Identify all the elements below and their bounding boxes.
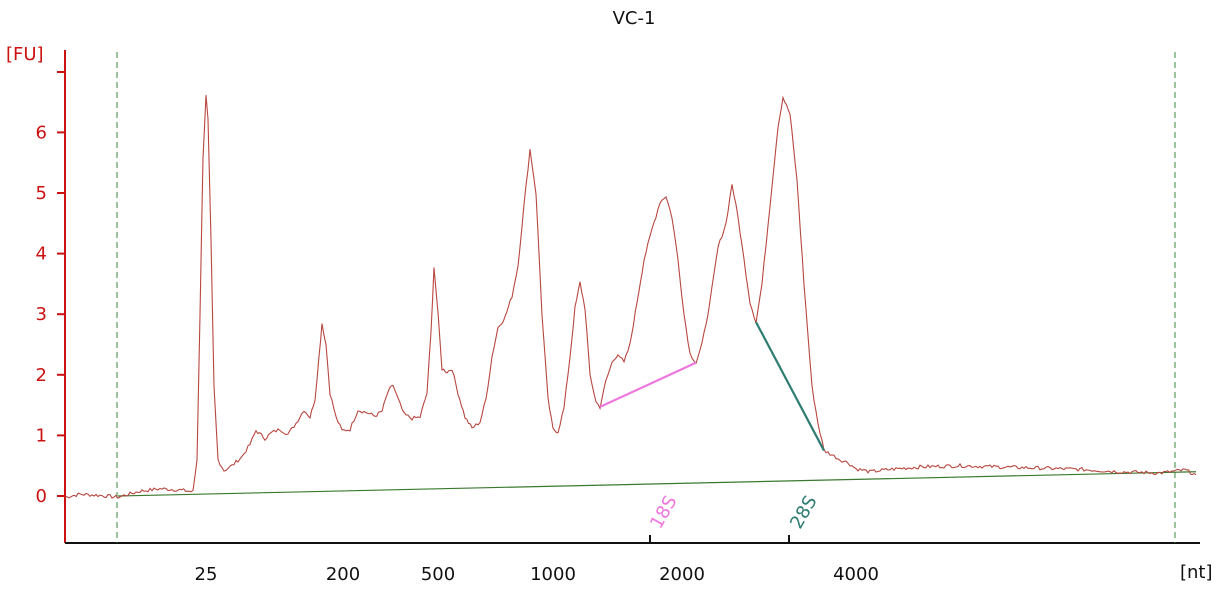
marker-label-18s: 18S — [646, 492, 681, 532]
y-axis-ticks: 0 1 2 3 4 5 6 — [36, 71, 65, 507]
y-tick-label: 5 — [36, 183, 47, 204]
signal-trace — [64, 95, 1197, 500]
x-tick-label: 500 — [421, 564, 455, 585]
x-tick-label: 25 — [195, 564, 218, 585]
x-axis-ticks: 25 200 500 1000 2000 4000 — [195, 535, 879, 585]
x-tick-label: 1000 — [530, 564, 576, 585]
y-axis-label: [FU] — [6, 44, 44, 65]
x-tick-label: 2000 — [659, 564, 705, 585]
baseline-line — [117, 471, 1197, 497]
y-tick-label: 3 — [36, 304, 47, 325]
y-tick-label: 0 — [36, 486, 47, 507]
y-tick-label: 4 — [36, 244, 47, 265]
y-tick-label: 2 — [36, 365, 47, 386]
x-axis-label: [nt] — [1180, 562, 1213, 583]
marker-18s-segment — [599, 361, 697, 408]
marker-28s-segment — [755, 321, 825, 452]
marker-label-28s: 28S — [786, 492, 821, 532]
y-tick-label: 1 — [36, 425, 47, 446]
marker-labels: 18S 28S — [646, 492, 821, 532]
y-tick-label: 6 — [36, 122, 47, 143]
x-tick-label: 200 — [326, 564, 360, 585]
x-tick-label: 4000 — [833, 564, 879, 585]
chart-title: VC-1 — [613, 8, 656, 29]
